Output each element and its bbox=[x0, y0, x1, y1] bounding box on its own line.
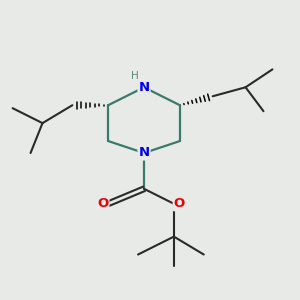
Text: O: O bbox=[97, 197, 108, 210]
Text: O: O bbox=[174, 197, 185, 210]
Text: H: H bbox=[130, 71, 138, 81]
Text: N: N bbox=[139, 146, 150, 160]
Text: N: N bbox=[139, 81, 150, 94]
